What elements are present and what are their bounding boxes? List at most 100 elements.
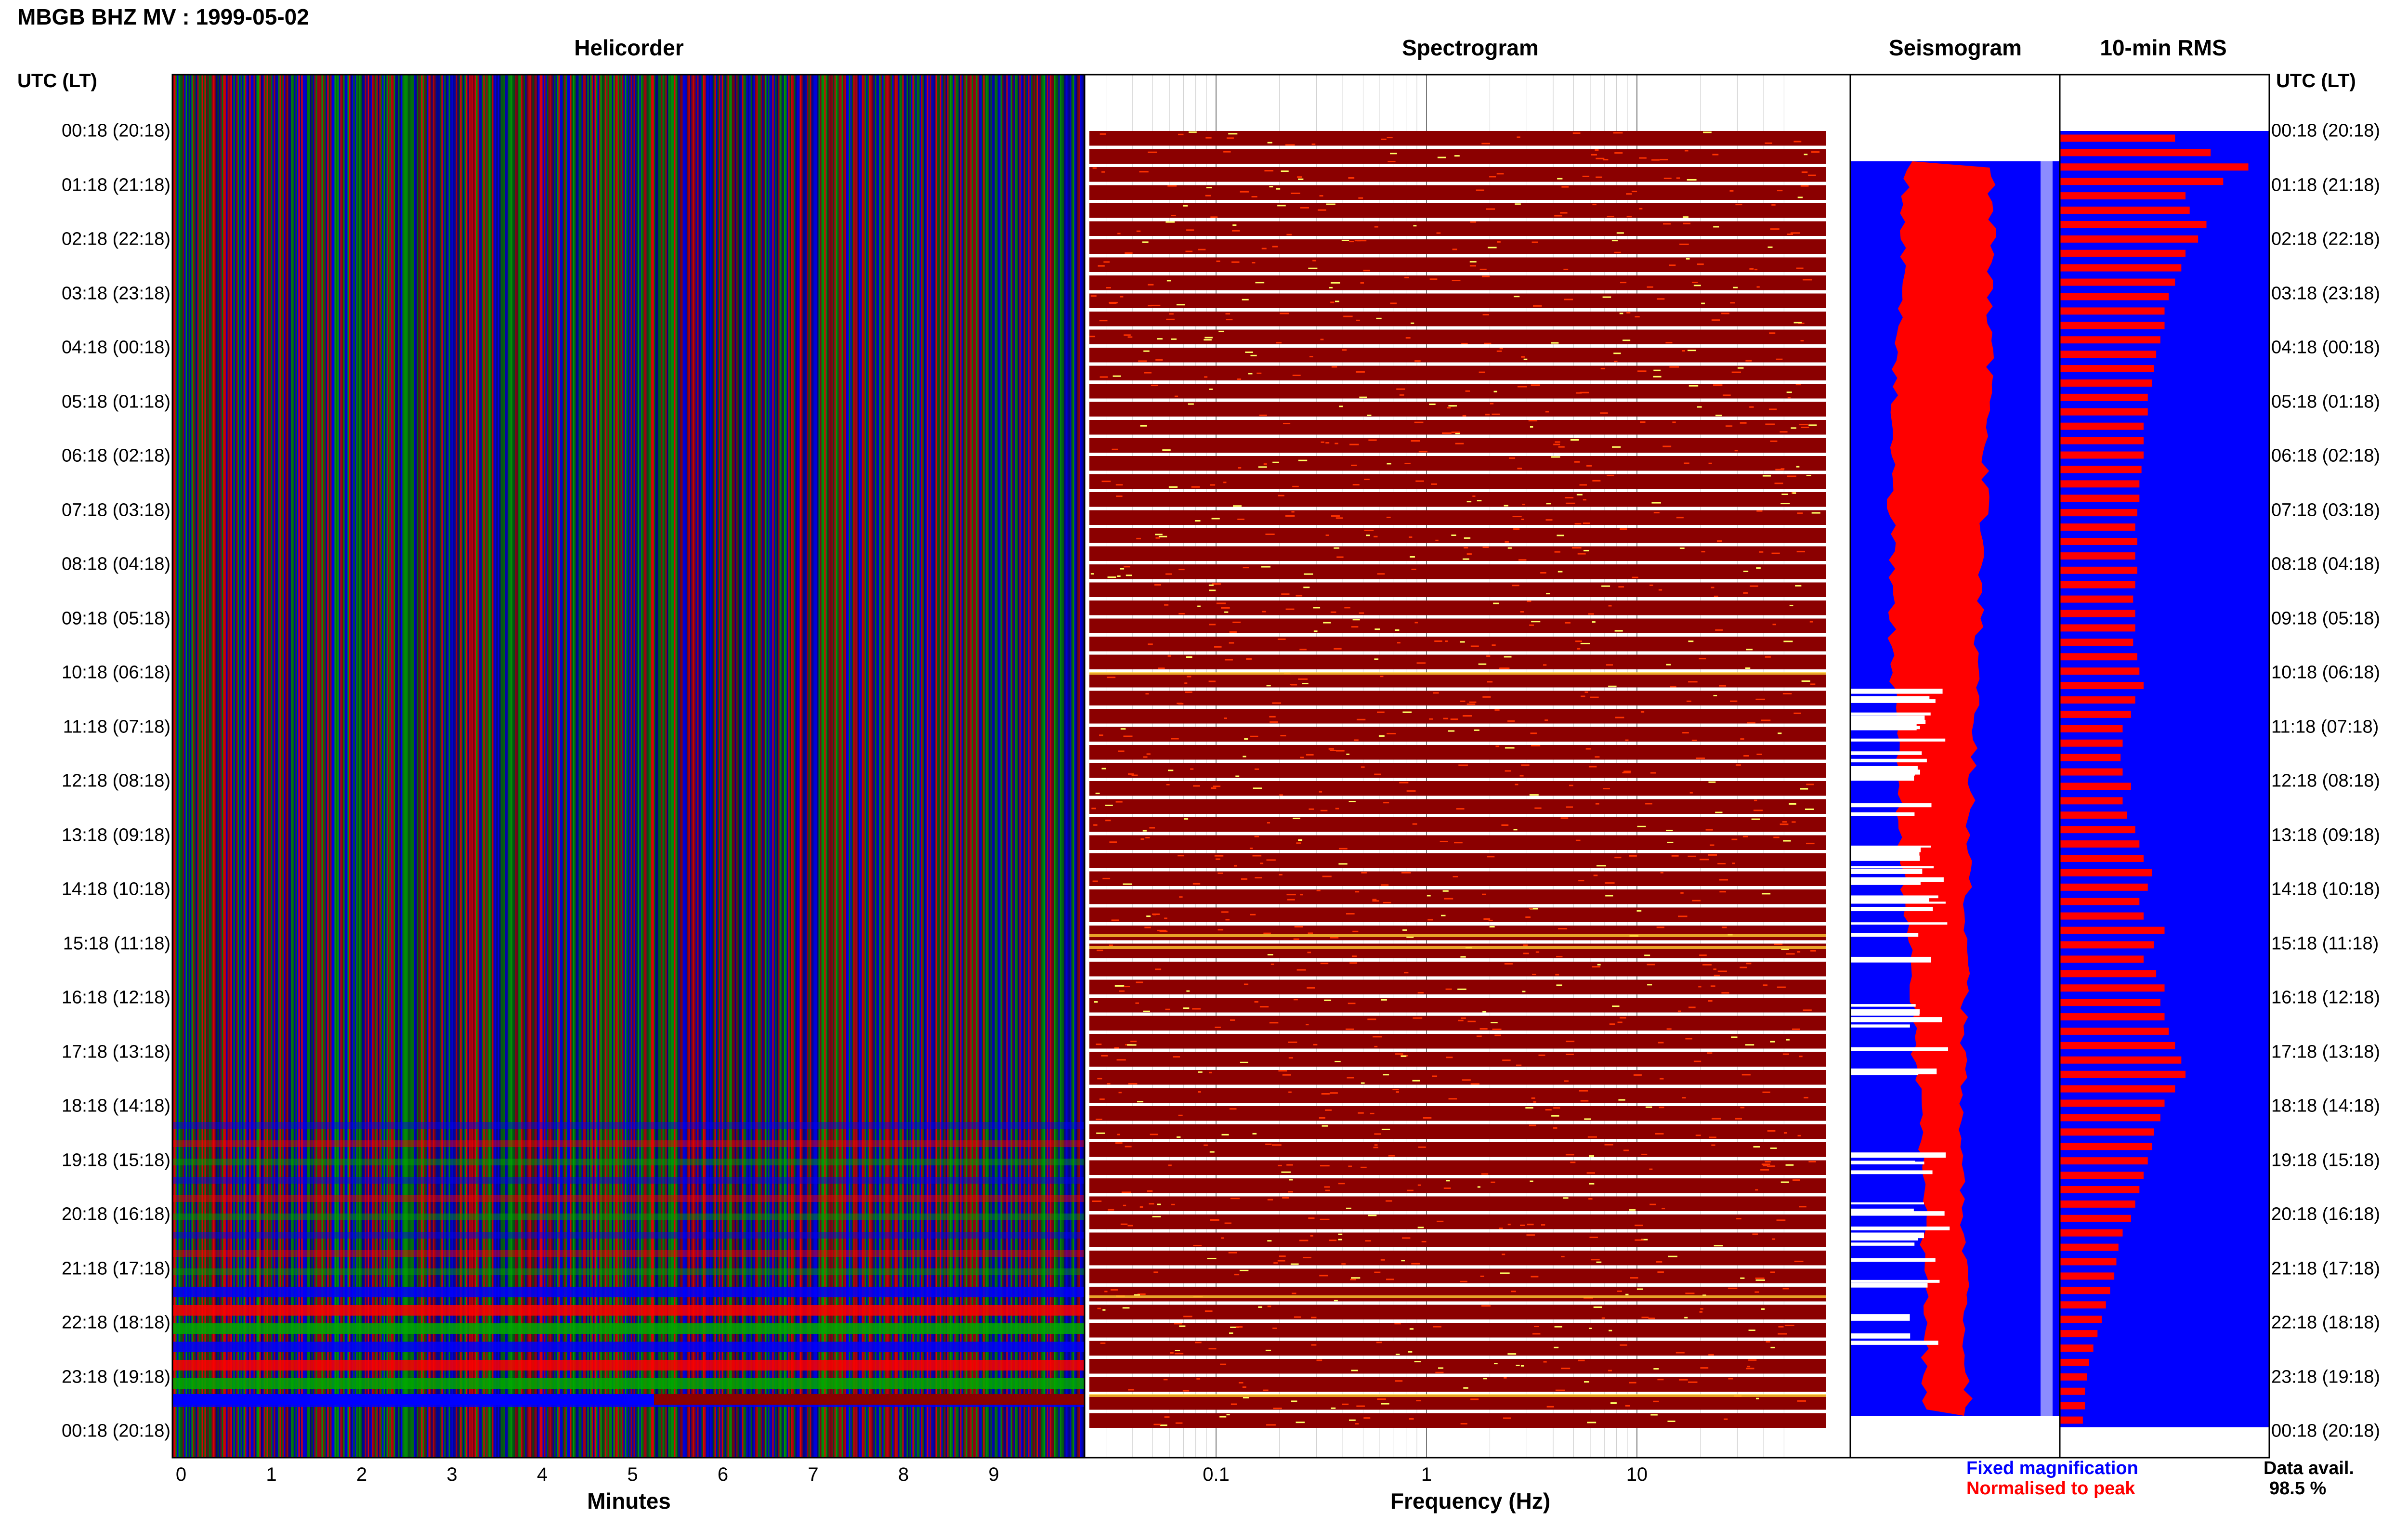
spectrogram-speck (1742, 835, 1748, 837)
spectrogram-speck (1809, 621, 1813, 623)
spectrogram-speck (1168, 770, 1174, 771)
spectrogram-row (1089, 1395, 1826, 1410)
spectrogram-speck (1366, 535, 1370, 536)
spectrogram-speck (1719, 879, 1728, 881)
spectrogram-speck (1780, 1181, 1790, 1183)
minutes-tick: 8 (898, 1464, 909, 1485)
spectrogram-speck (1445, 640, 1448, 642)
spectrogram-speck (1755, 1397, 1759, 1399)
spectrogram-speck (1120, 296, 1124, 298)
spectrogram-speck (1254, 835, 1259, 837)
spectrogram-speck (1280, 313, 1289, 314)
spectrogram-speck (1267, 954, 1273, 956)
spectrogram-speck (1387, 463, 1391, 465)
spectrogram-speck (1525, 1107, 1533, 1109)
spectrogram-speck (1761, 719, 1771, 721)
spectrogram-row (1089, 1052, 1826, 1067)
spectrogram-speck (1153, 1271, 1159, 1273)
spectrogram-speck (1608, 605, 1612, 607)
time-tick-left: 04:18 (00:18) (61, 337, 170, 358)
spectrogram-speck (1462, 1079, 1471, 1081)
spectrogram-speck (1259, 414, 1267, 416)
rms-bar (2060, 970, 2157, 978)
spectrogram-speck (1618, 586, 1624, 588)
spectrogram-speck (1688, 681, 1698, 683)
spectrogram-speck (1521, 519, 1525, 521)
rms-bar (2060, 163, 2249, 171)
page-title: MBGB BHZ MV : 1999-05-02 (17, 4, 309, 29)
spectrogram-speck (1197, 605, 1201, 607)
spectrogram-speck (1593, 874, 1598, 876)
spectrogram-speck (1399, 394, 1404, 396)
spectrogram-speck (1258, 1306, 1263, 1308)
spectrogram-speck (1457, 988, 1466, 990)
spectrogram-speck (1387, 732, 1396, 734)
seismogram-gap (1850, 775, 1914, 781)
spectrogram-speck (1588, 1198, 1593, 1200)
spectrogram-speck (1414, 1361, 1421, 1363)
spectrogram-speck (1467, 1020, 1476, 1022)
spectrogram-speck (1497, 241, 1501, 243)
spectrogram-speck (1111, 1289, 1118, 1291)
spectrogram-speck (1486, 655, 1491, 657)
spectrogram-speck (1307, 987, 1315, 989)
seismogram-gap (1850, 1283, 1928, 1288)
spectrogram-speck (1142, 830, 1147, 832)
spectrogram-speck (1584, 691, 1588, 693)
spectrogram-speck (1463, 558, 1469, 560)
rms-bar (2060, 1272, 2115, 1280)
spectrogram-speck (1311, 1344, 1317, 1346)
seismogram-gap (1850, 1013, 1920, 1016)
spectrogram-speck (1335, 517, 1343, 519)
rms-bar (2060, 1172, 2144, 1179)
rms-bar (2060, 783, 2131, 790)
spectrogram-speck (1291, 192, 1300, 194)
spectrogram-speck (1575, 640, 1582, 642)
rms-bar (2060, 451, 2144, 459)
spectrogram-speck (1515, 783, 1518, 785)
spectrogram-speck (1380, 676, 1384, 678)
spectrogram-speck (1484, 342, 1492, 344)
spectrogram-speck (1504, 1377, 1507, 1379)
spectrogram-speck (1774, 483, 1783, 484)
spectrogram-speck (1093, 824, 1098, 826)
spectrogram-speck (1120, 728, 1126, 730)
spectrogram-speck (1300, 757, 1304, 758)
spectrogram-speck (1232, 224, 1237, 226)
helicorder-row (172, 1140, 1085, 1147)
spectrogram-speck (1452, 280, 1461, 282)
spectrogram-speck (1613, 132, 1623, 134)
spectrogram-speck (1128, 773, 1134, 775)
spectrogram-speck (1137, 1293, 1146, 1295)
seismogram-gaps (1850, 689, 1950, 1345)
seismogram-gap (1850, 1211, 1945, 1216)
spectrogram-speck (1335, 750, 1345, 752)
spectrogram-speck (1348, 177, 1355, 179)
spectrogram-speck (1410, 556, 1415, 558)
spectrogram-speck (1255, 877, 1262, 879)
spectrogram-speck (1351, 464, 1357, 466)
spectrogram-speck (1577, 648, 1581, 650)
spectrogram-speck (1659, 1107, 1664, 1109)
rms-fixed (2060, 131, 2269, 1427)
spectrogram-row (1089, 438, 1826, 453)
spectrogram-speck (1254, 1001, 1258, 1003)
spectrogram-speck (1109, 944, 1113, 946)
spectrogram-speck (1477, 500, 1482, 502)
rms-bar (2060, 869, 2152, 876)
spectrogram-speck (1492, 1028, 1502, 1030)
spectrogram-speck (1380, 884, 1389, 886)
spectrogram-speck (1790, 232, 1800, 234)
spectrogram-speck (1520, 1225, 1525, 1227)
spectrogram-speck (1326, 203, 1335, 205)
spectrogram-speck (1120, 1223, 1128, 1225)
spectrogram-speck (1596, 176, 1602, 178)
spectrogram-speck (1755, 1279, 1766, 1281)
spectrogram-speck (1470, 1083, 1480, 1085)
spectrogram-speck (1097, 1078, 1102, 1080)
spectrogram-speck (1453, 875, 1458, 877)
spectrogram-speck (1297, 176, 1302, 178)
spectrogram-speck (1281, 170, 1289, 172)
spectrogram-speck (1216, 602, 1226, 604)
spectrogram-speck (1312, 260, 1316, 261)
